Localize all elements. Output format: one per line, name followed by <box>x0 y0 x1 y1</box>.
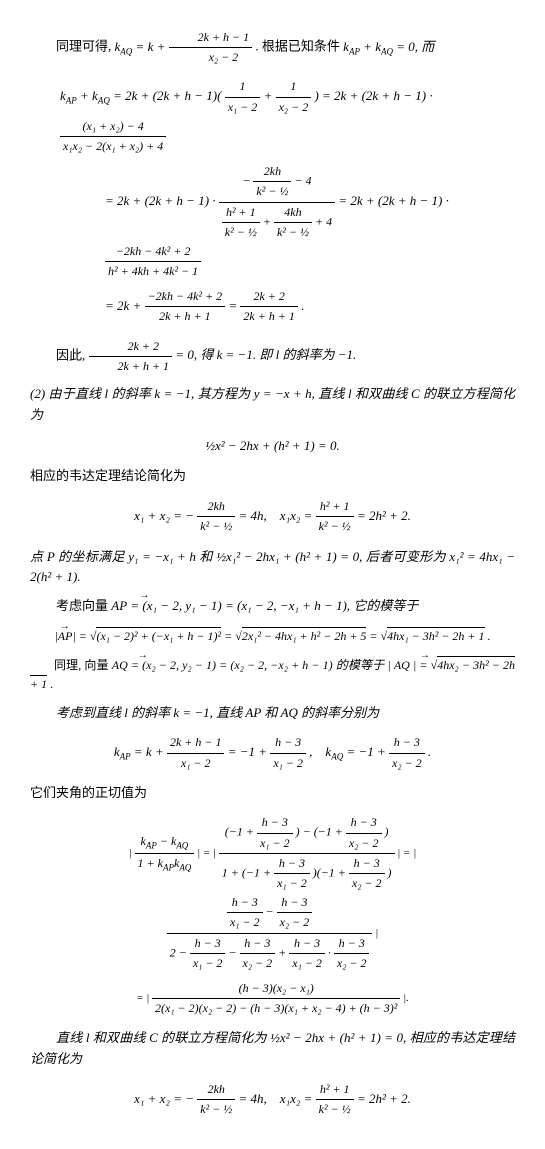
paragraph-9: 它们夹角的正切值为 <box>30 783 515 804</box>
paragraph-5: 点 P 的坐标满足 y₁ = −x₁ + h 和 ½x₁² − 2hx₁ + (… <box>30 547 515 589</box>
equation-block-8: | kAP − kAQ 1 + kAPkAQ | = | (−1 + h − 3… <box>30 813 515 1018</box>
paragraph-10: 直线 l 和双曲线 C 的联立方程简化为 ½x² − 2hx + (h² + 1… <box>30 1028 515 1070</box>
paragraph-6: 考虑向量 AP = (x₁ − 2, y₁ − 1) = (x₁ − 2, −x… <box>30 596 515 617</box>
math-inline: kAP + kAQ = 0, 而 <box>343 39 434 54</box>
equation-block-5: x₁ + x₂ = − 2khk² − ½ = 4h, x₁x₂ = h² + … <box>30 497 515 536</box>
paragraph-4: 相应的韦达定理结论简化为 <box>30 466 515 487</box>
paragraph-7: 同理, 向量 AQ = (x₂ − 2, y₂ − 1) = (x₂ − 2, … <box>30 656 515 694</box>
vector-AP: AP <box>111 598 127 613</box>
equation-block-1: kAP + kAQ = 2k + (2k + h − 1)( 1x₁ − 2 +… <box>30 77 515 326</box>
vector-AQ: AQ <box>112 658 128 672</box>
text: . 根据已知条件 <box>255 39 343 54</box>
text: 同理可得, <box>56 39 115 54</box>
equation-block-7: kAP = k + 2k + h − 1x₁ − 2 = −1 + h − 3x… <box>30 733 515 772</box>
paragraph-2: 因此, 2k + 22k + h + 1 = 0, 得 k = −1. 即 l … <box>30 337 515 376</box>
paragraph-1: 同理可得, kAQ = k + 2k + h − 1x₂ − 2 . 根据已知条… <box>30 28 515 67</box>
math-inline: kAQ = k + 2k + h − 1x₂ − 2 <box>115 39 256 54</box>
equation-block-4: ½x² − 2hx + (h² + 1) = 0. <box>30 436 515 457</box>
equation-block-6: |AP| = √(x₁ − 2)² + (−x₁ + h − 1)² = √2x… <box>30 627 515 646</box>
equation-block-10: x₁ + x₂ = − 2khk² − ½ = 4h, x₁x₂ = h² + … <box>30 1080 515 1119</box>
paragraph-8: 考虑到直线 l 的斜率 k = −1, 直线 AP 和 AQ 的斜率分别为 <box>30 703 515 724</box>
paragraph-3: (2) 由于直线 l 的斜率 k = −1, 其方程为 y = −x + h, … <box>30 384 515 426</box>
